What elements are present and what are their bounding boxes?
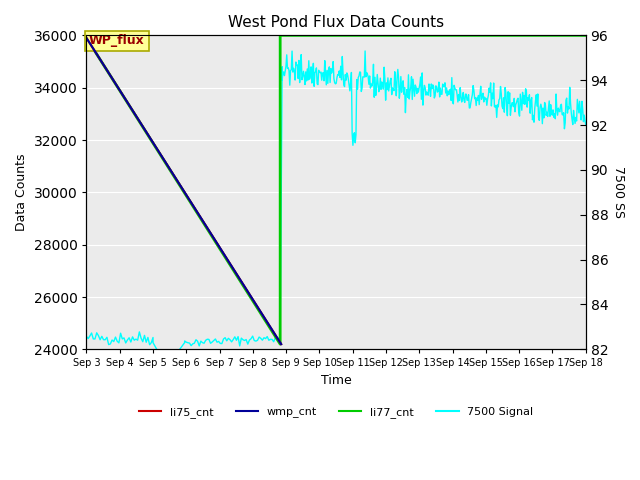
Title: West Pond Flux Data Counts: West Pond Flux Data Counts: [228, 15, 444, 30]
Legend: li75_cnt, wmp_cnt, li77_cnt, 7500 Signal: li75_cnt, wmp_cnt, li77_cnt, 7500 Signal: [134, 403, 538, 422]
X-axis label: Time: Time: [321, 374, 351, 387]
Y-axis label: 7500 SS: 7500 SS: [612, 167, 625, 218]
Y-axis label: Data Counts: Data Counts: [15, 154, 28, 231]
Text: WP_flux: WP_flux: [89, 35, 145, 48]
